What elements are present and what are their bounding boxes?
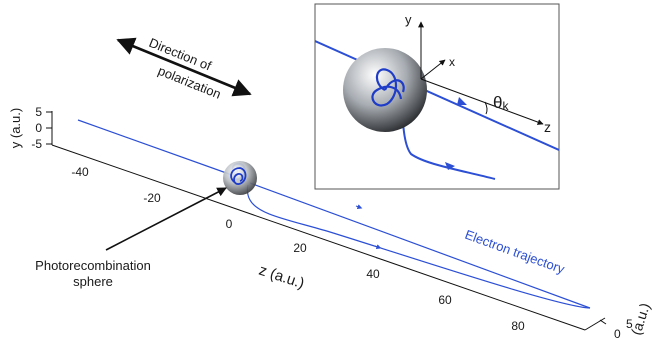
y-tick-0: 0 xyxy=(35,121,42,135)
z-axis-label: z (a.u.) xyxy=(257,262,307,293)
inset-panel: y x z θk xyxy=(314,3,560,190)
z-axis-line xyxy=(51,144,586,331)
x-tick-0: 0 xyxy=(614,327,621,341)
z-tick-neg40: -40 xyxy=(71,165,89,179)
inset-z-label: z xyxy=(544,119,551,135)
inset-x-axis xyxy=(420,59,446,80)
inset-trajectory-arrowhead xyxy=(457,97,467,105)
inset-theta-arc xyxy=(484,101,488,115)
sphere-label-line2: sphere xyxy=(73,274,113,289)
z-tick-80: 80 xyxy=(511,319,525,333)
sphere-trajectory-loops xyxy=(230,167,247,185)
inset-x-label: x xyxy=(449,55,455,69)
z-tick-40: 40 xyxy=(366,267,380,281)
x-tick-5: 5 xyxy=(626,317,633,331)
trajectory-label: Electron trajectory xyxy=(463,227,567,277)
inset-y-label: y xyxy=(405,12,412,27)
direction-label-line1: Direction of xyxy=(147,35,214,74)
z-axis-ticks: -40 -20 0 20 40 60 80 xyxy=(71,165,525,333)
z-tick-0: 0 xyxy=(226,217,233,231)
sphere-pointer-arrow xyxy=(105,187,227,251)
polarization-arrow xyxy=(116,37,252,97)
photorecombination-sphere xyxy=(223,161,257,195)
inset-loops xyxy=(371,68,405,107)
z-tick-neg20: -20 xyxy=(143,191,161,205)
inset-trajectory-incoming xyxy=(315,40,559,151)
sphere-label-line1: Photorecombination xyxy=(35,258,151,273)
inset-outgoing-arrowhead xyxy=(445,162,455,170)
y-tick-neg5: -5 xyxy=(31,137,42,151)
y-tick-5: 5 xyxy=(35,105,42,119)
y-axis-label: y (a.u.) xyxy=(8,108,23,148)
z-tick-60: 60 xyxy=(438,293,452,307)
y-axis: 5 0 -5 y (a.u.) xyxy=(8,105,53,151)
inset-theta-label: θk xyxy=(493,93,509,113)
x-axis: 0 5 (a.u.) xyxy=(584,301,653,341)
z-tick-20: 20 xyxy=(293,241,307,255)
x-axis-label-cut: (a.u.) xyxy=(628,301,653,337)
inset-z-axis xyxy=(420,78,544,125)
